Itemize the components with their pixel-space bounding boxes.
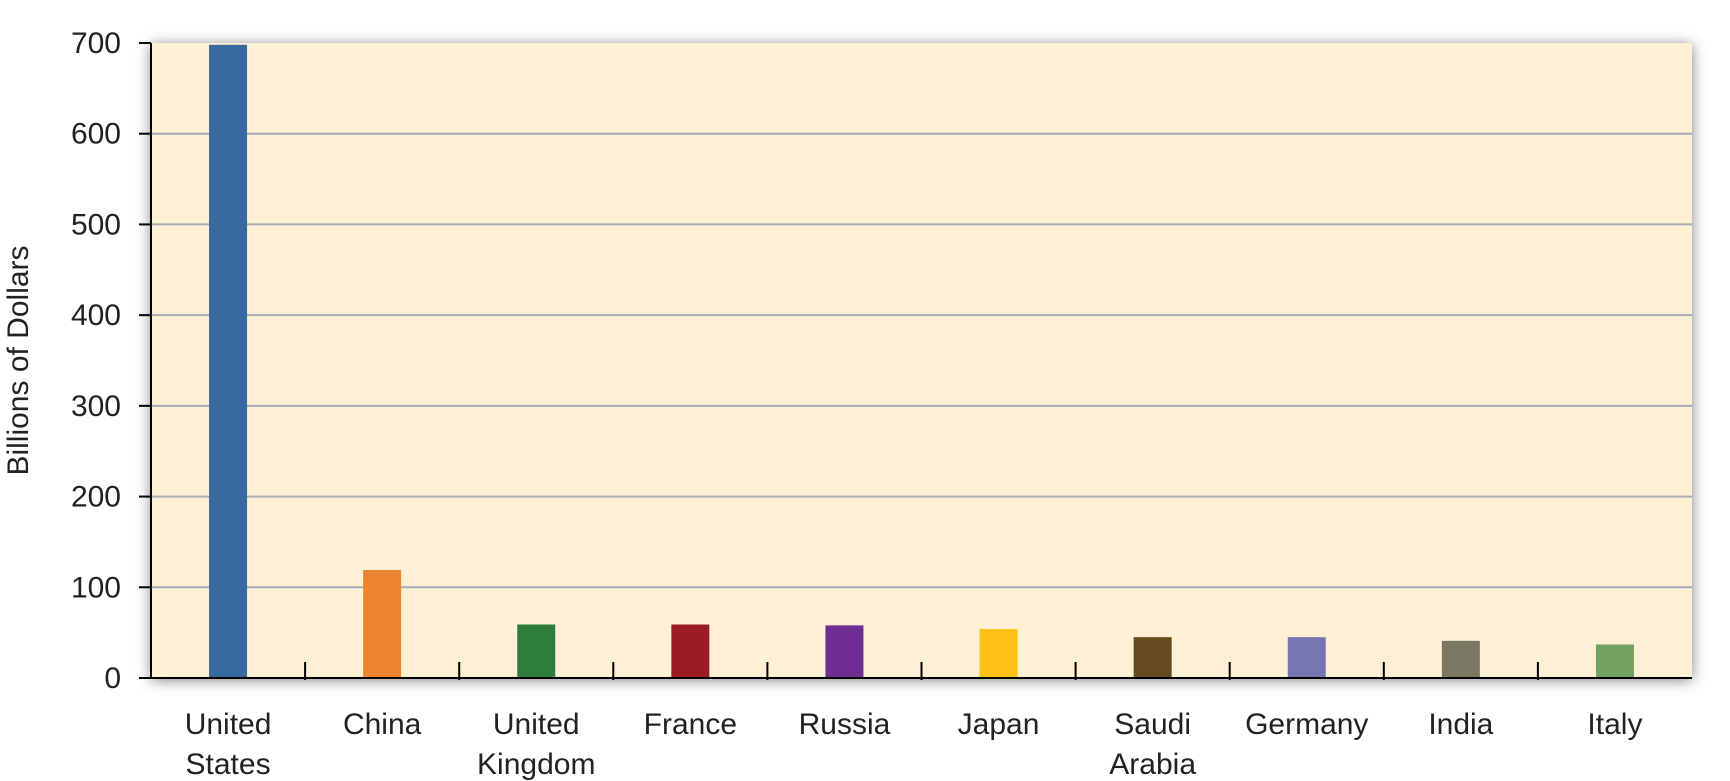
x-axis-ticks: United States China United Kingdom France Russ… bbox=[185, 662, 1642, 781]
bar bbox=[671, 624, 710, 678]
bar bbox=[363, 570, 402, 678]
y-tick-label: 0 bbox=[104, 662, 121, 695]
x-tick-label: Italy bbox=[1587, 708, 1642, 741]
bar bbox=[825, 625, 864, 678]
plot-area bbox=[151, 43, 1692, 678]
bar bbox=[1441, 640, 1480, 678]
x-tick-label: Germany bbox=[1245, 708, 1368, 741]
y-axis-ticks: 0 100 200 300 400 500 600 700 bbox=[71, 27, 151, 695]
y-tick-label: 300 bbox=[71, 390, 121, 423]
bars bbox=[209, 44, 1634, 679]
bar bbox=[209, 44, 248, 679]
x-tick-label: France bbox=[644, 708, 737, 741]
bar bbox=[1133, 637, 1172, 678]
x-tick-label: United Kingdom bbox=[477, 708, 595, 781]
x-tick-label: Japan bbox=[958, 708, 1040, 741]
bar bbox=[517, 624, 556, 678]
x-tick-label: United States bbox=[185, 708, 272, 781]
bar bbox=[1287, 637, 1326, 678]
y-tick-label: 700 bbox=[71, 27, 121, 60]
y-axis-title: Billions of Dollars bbox=[2, 245, 35, 475]
y-tick-label: 400 bbox=[71, 299, 121, 332]
bar bbox=[979, 629, 1018, 678]
x-tick-label: India bbox=[1428, 708, 1493, 741]
gridlines bbox=[151, 132, 1692, 589]
x-tick-label: China bbox=[343, 708, 422, 741]
y-tick-label: 100 bbox=[71, 571, 121, 604]
x-tick-label: Saudi Arabia bbox=[1109, 708, 1196, 781]
y-tick-label: 200 bbox=[71, 481, 121, 514]
x-tick-label: Russia bbox=[799, 708, 891, 741]
y-tick-label: 600 bbox=[71, 118, 121, 151]
bar bbox=[1595, 644, 1634, 678]
y-tick-label: 500 bbox=[71, 208, 121, 241]
